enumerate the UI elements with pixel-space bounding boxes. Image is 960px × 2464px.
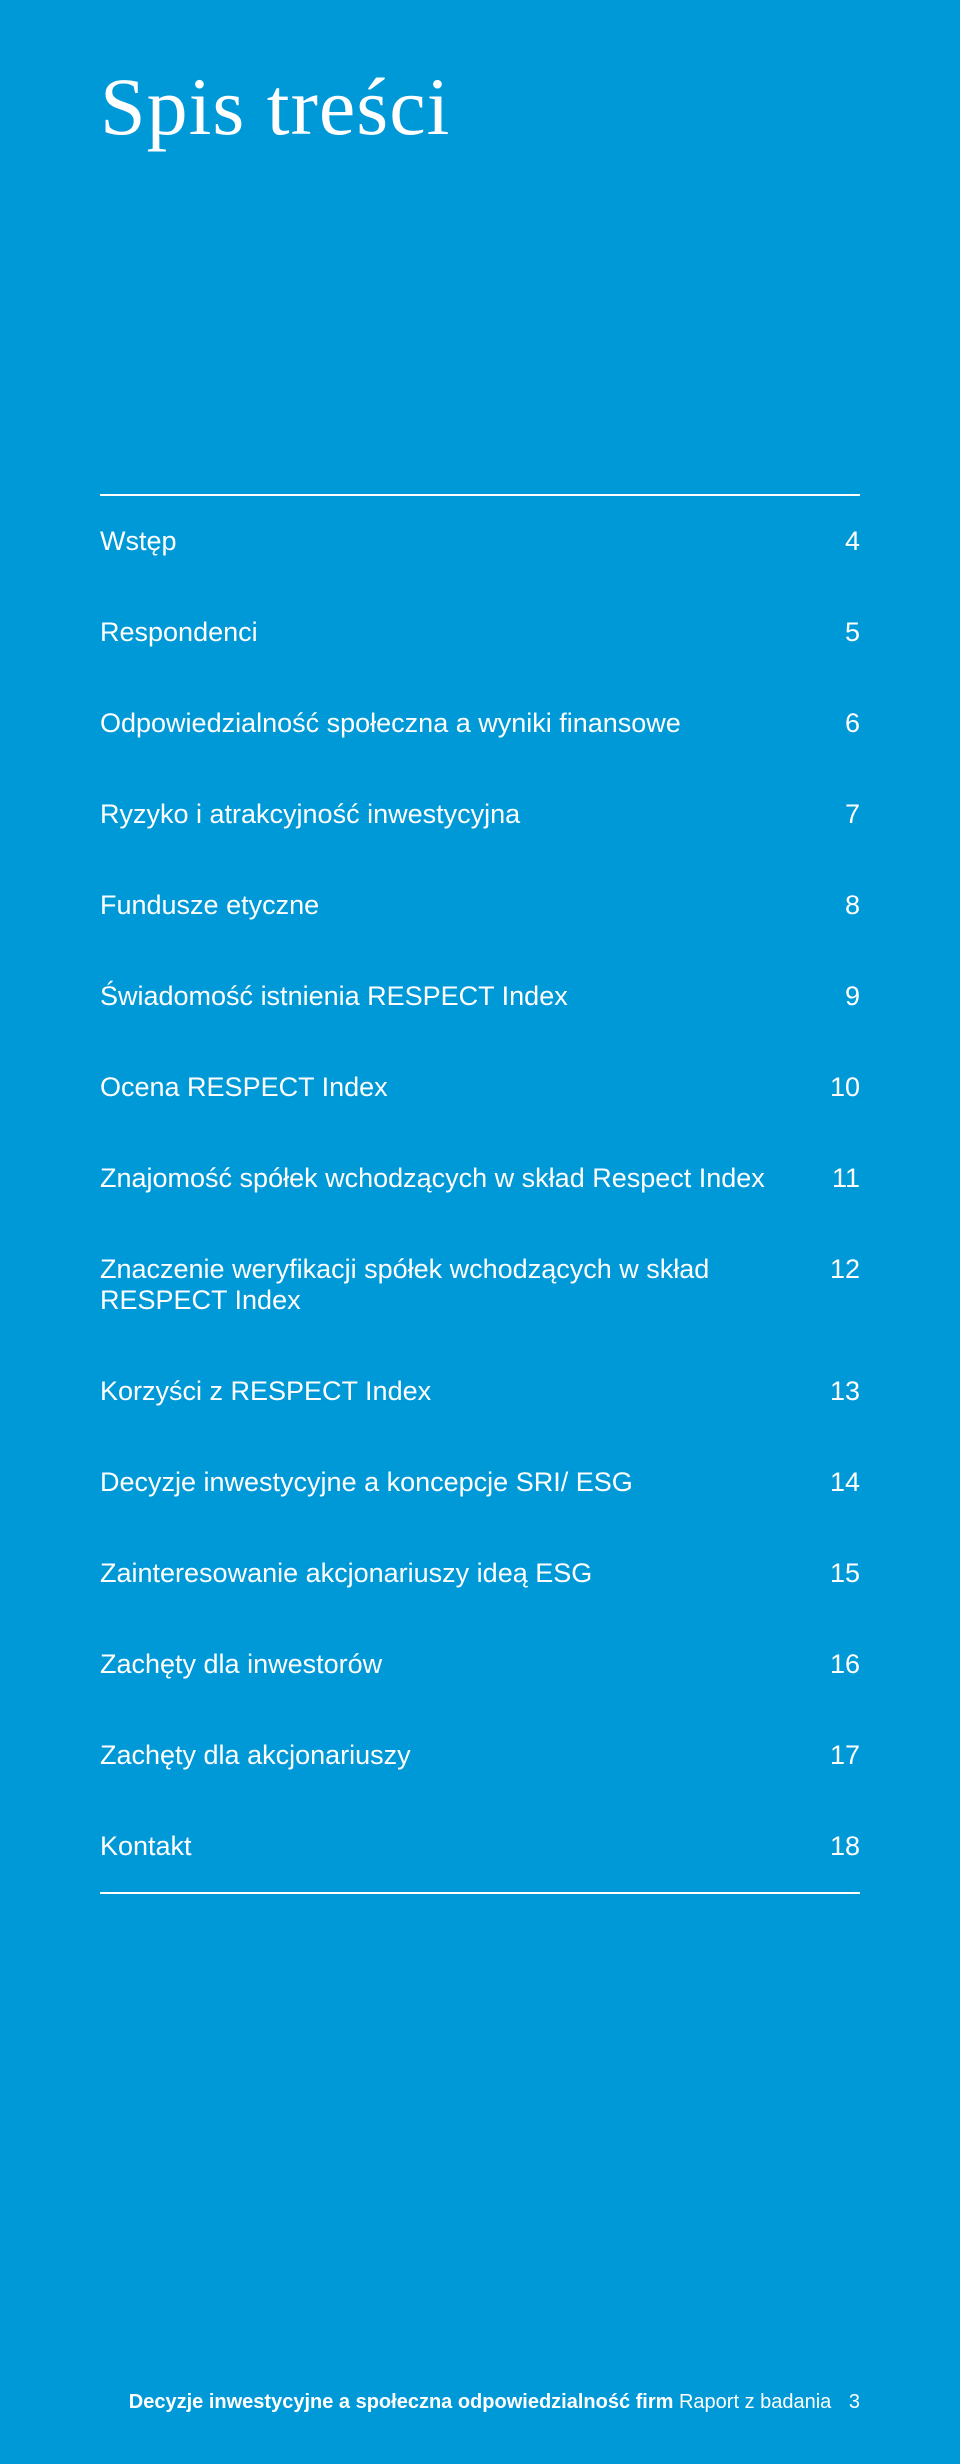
toc-item-label: Decyzje inwestycyjne a koncepcje SRI/ ES… [100,1467,810,1498]
toc-item-label: Kontakt [100,1831,810,1862]
toc-item-label: Wstęp [100,526,825,557]
toc-item: Świadomość istnienia RESPECT Index 9 [100,951,860,1042]
toc-item-label: Odpowiedzialność społeczna a wyniki fina… [100,708,825,739]
toc-item-page: 10 [830,1072,860,1103]
footer-bold-text: Decyzje inwestycyjne a społeczna odpowie… [129,2391,674,2413]
footer-regular-text: Raport z badania [679,2391,831,2413]
toc-item-label: Świadomość istnienia RESPECT Index [100,981,825,1012]
toc-item: Ocena RESPECT Index 10 [100,1042,860,1133]
toc-item: Znaczenie weryfikacji spółek wchodzących… [100,1224,860,1346]
toc-item-page: 5 [845,617,860,648]
toc-item: Kontakt 18 [100,1801,860,1892]
page-title: Spis treści [100,60,860,154]
toc-item-page: 8 [845,890,860,921]
toc-item-label: Ocena RESPECT Index [100,1072,810,1103]
toc-item-label: Ryzyko i atrakcyjność inwestycyjna [100,799,825,830]
toc-item-page: 12 [830,1254,860,1285]
toc-item: Respondenci 5 [100,587,860,678]
toc-item-label: Zachęty dla akcjonariuszy [100,1740,810,1771]
toc-item-page: 9 [845,981,860,1012]
toc-item: Wstęp 4 [100,496,860,587]
toc-divider-bottom [100,1892,860,1894]
toc-item: Zachęty dla akcjonariuszy 17 [100,1710,860,1801]
toc-item-label: Fundusze etyczne [100,890,825,921]
toc-item-page: 15 [830,1558,860,1589]
toc-item-label: Znaczenie weryfikacji spółek wchodzących… [100,1254,810,1316]
footer: Decyzje inwestycyjne a społeczna odpowie… [129,2391,860,2414]
toc-item-label: Zachęty dla inwestorów [100,1649,810,1680]
toc-item: Ryzyko i atrakcyjność inwestycyjna 7 [100,769,860,860]
toc-item-page: 14 [830,1467,860,1498]
toc-item-label: Zainteresowanie akcjonariuszy ideą ESG [100,1558,810,1589]
footer-page-number: 3 [849,2391,860,2413]
page-container: Spis treści Wstęp 4 Respondenci 5 Odpowiedzi… [0,0,960,2464]
toc-item: Odpowiedzialność społeczna a wyniki fina… [100,678,860,769]
toc-item: Zainteresowanie akcjonariuszy ideą ESG 15 [100,1528,860,1619]
toc-item-label: Znajomość spółek wchodzących w skład Res… [100,1163,812,1194]
toc-item-page: 13 [830,1376,860,1407]
toc-item-label: Korzyści z RESPECT Index [100,1376,810,1407]
toc-item: Fundusze etyczne 8 [100,860,860,951]
toc-item-page: 16 [830,1649,860,1680]
toc-item-page: 17 [830,1740,860,1771]
toc-item-page: 18 [830,1831,860,1862]
toc-item: Zachęty dla inwestorów 16 [100,1619,860,1710]
toc-item-page: 11 [832,1163,860,1194]
toc-item: Decyzje inwestycyjne a koncepcje SRI/ ES… [100,1437,860,1528]
toc-item-page: 4 [845,526,860,557]
toc-container: Wstęp 4 Respondenci 5 Odpowiedzialność społe… [100,494,860,1894]
toc-item-page: 6 [845,708,860,739]
toc-item: Korzyści z RESPECT Index 13 [100,1346,860,1437]
toc-item-page: 7 [845,799,860,830]
toc-item-label: Respondenci [100,617,825,648]
toc-item: Znajomość spółek wchodzących w skład Res… [100,1133,860,1224]
